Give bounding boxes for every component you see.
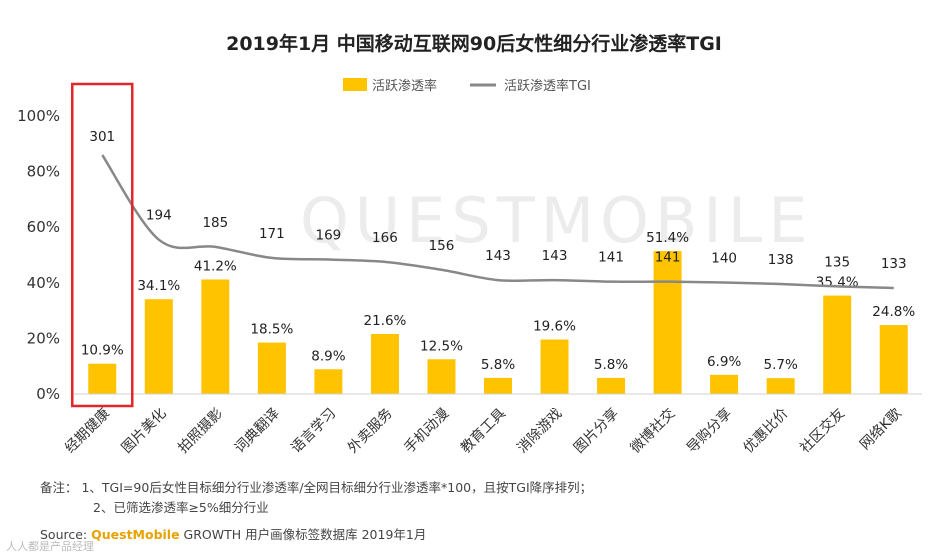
legend: 活跃渗透率 活跃渗透率TGI (343, 78, 591, 94)
bar (823, 295, 852, 394)
y-tick-label: 80% (27, 163, 60, 181)
tgi-value-label: 140 (711, 250, 737, 266)
note-line-1: 备注： 1、TGI=90后女性目标细分行业渗透率/全网目标细分行业渗透率*100… (40, 480, 593, 495)
x-tick-label: 图片分享 (570, 405, 622, 457)
tgi-value-label: 135 (824, 254, 850, 270)
bar-value-label: 34.1% (137, 278, 180, 294)
x-tick-label: 外卖服务 (345, 406, 396, 457)
tgi-value-label: 169 (316, 228, 342, 244)
bar-value-label: 21.6% (363, 313, 406, 329)
bar-value-label: 5.8% (594, 357, 628, 373)
x-tick-label: 语言学习 (288, 406, 339, 457)
x-tick-label: 手机动漫 (401, 406, 452, 457)
x-tick-label: 词典翻译 (232, 406, 283, 457)
bar (427, 359, 456, 394)
bar-value-label: 41.2% (194, 258, 237, 274)
tgi-line (101, 154, 894, 290)
x-tick-label: 图片美化 (119, 406, 170, 457)
legend-swatch-bar (343, 78, 367, 91)
tgi-value-label: 141 (598, 250, 624, 266)
bar (370, 333, 399, 394)
tgi-value-label: 133 (881, 256, 907, 272)
highlight-rectangle (71, 82, 134, 408)
y-tick-label: 60% (27, 218, 60, 236)
source-prefix: Source: (40, 527, 92, 542)
tgi-value-label: 166 (372, 230, 398, 246)
source-rest: GROWTH 用户画像标签数据库 2019年1月 (179, 527, 427, 542)
tgi-value-label: 171 (259, 226, 285, 242)
tgi-value-label: 194 (146, 208, 172, 224)
y-tick-label: 20% (27, 329, 60, 347)
tgi-line-series (101, 154, 894, 290)
tgi-value-label: 156 (429, 238, 455, 254)
bar-value-label: 51.4% (646, 230, 689, 246)
y-tick-label: 40% (27, 274, 60, 292)
bar-value-label: 19.6% (533, 319, 576, 335)
source-line: Source: QuestMobile GROWTH 用户画像标签数据库 201… (40, 524, 426, 543)
bar (88, 363, 117, 394)
bar (257, 342, 286, 394)
tgi-value-label: 301 (89, 129, 115, 145)
bar-value-label: 35.4% (816, 275, 859, 291)
bar-value-label: 5.7% (764, 357, 798, 373)
x-tick-label: 消除游戏 (514, 406, 565, 457)
bar (710, 374, 739, 394)
bar (540, 339, 569, 394)
x-tick-label: 导购分享 (683, 405, 735, 457)
y-tick-label: 100% (17, 107, 60, 125)
tgi-data-labels: 301 194 185 171 169 166 156 143 143 141 141 140 138 1… (89, 129, 906, 272)
x-tick-label: 社区交友 (796, 405, 848, 457)
bar-value-label: 24.8% (872, 304, 915, 320)
x-tick-label: 拍照摄影 (175, 406, 226, 457)
x-tick-label: 微博社交 (627, 405, 679, 457)
bar-value-label: 8.9% (311, 348, 345, 364)
bar (597, 377, 626, 394)
x-tick-label: 网络K歌 (857, 406, 905, 454)
bar-data-labels: 10.9% 34.1% 41.2% 18.5% 8.9% 21.6% 12.5% 5.8% 19… (81, 230, 916, 373)
bar (879, 325, 908, 394)
bar (201, 279, 230, 394)
chart-title: 2019年1月 中国移动互联网90后女性细分行业渗透率TGI (226, 32, 722, 55)
tgi-value-label: 138 (768, 252, 794, 268)
y-axis: 0% 20% 40% 60% 80% 100% (17, 107, 60, 403)
x-tick-label: 经期健康 (61, 405, 113, 457)
bar-value-label: 6.9% (707, 354, 741, 370)
watermark-text: QUESTMOBILE (300, 184, 813, 257)
bar (484, 377, 512, 394)
tgi-value-label: 143 (485, 248, 511, 264)
bar (766, 378, 795, 394)
bar (653, 251, 682, 394)
y-tick-label: 0% (36, 385, 60, 403)
bar (314, 369, 343, 394)
x-tick-label: 教育工具 (458, 406, 509, 457)
note-line-2: 2、已筛选渗透率≥5%细分行业 (93, 500, 269, 515)
bar-value-label: 5.8% (481, 357, 515, 373)
bar-value-label: 10.9% (81, 343, 124, 359)
highlight-box (71, 82, 134, 408)
x-axis: 经期健康 图片美化 拍照摄影 词典翻译 语言学习 外卖服务 手机动漫 教育工具 消除游戏 图片分享… (61, 393, 922, 457)
tgi-value-label: 185 (202, 215, 228, 231)
legend-label-line: 活跃渗透率TGI (504, 78, 591, 94)
bar-series (88, 251, 908, 394)
source-brand: QuestMobile (91, 527, 180, 542)
bar (144, 299, 173, 394)
legend-label-bar: 活跃渗透率 (372, 78, 437, 94)
bar-value-label: 12.5% (420, 338, 463, 354)
tgi-value-label: 141 (655, 250, 681, 266)
bar-value-label: 18.5% (250, 322, 293, 338)
overlay-mark: 人人都是产品经理 (6, 540, 94, 553)
x-tick-label: 优惠比价 (741, 406, 792, 457)
tgi-value-label: 143 (542, 248, 568, 264)
